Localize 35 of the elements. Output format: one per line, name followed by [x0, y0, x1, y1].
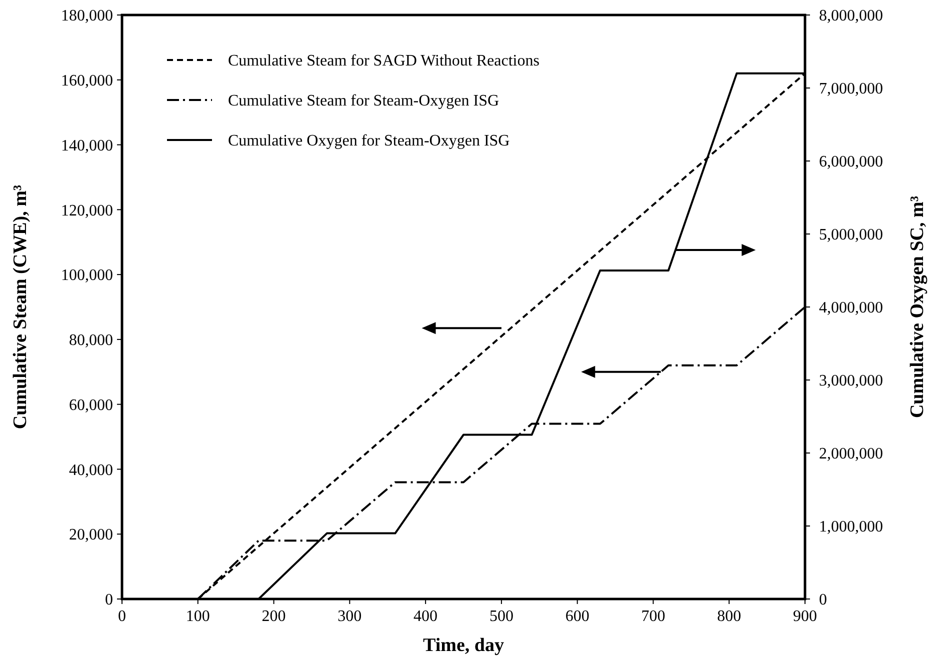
y2-tick-label: 3,000,000	[819, 372, 883, 390]
x-tick-label: 800	[717, 608, 742, 625]
y-tick-label: 20,000	[69, 526, 113, 544]
x-tick-label: 200	[262, 608, 286, 625]
legend-label: Cumulative Steam for Steam-Oxygen ISG	[228, 92, 500, 110]
y2-tick-label: 8,000,000	[819, 8, 883, 25]
y-tick-label: 60,000	[69, 396, 113, 414]
x-tick-label: 0	[118, 608, 126, 625]
y2-tick-label: 2,000,000	[819, 446, 883, 463]
y-tick-label: 120,000	[61, 202, 113, 220]
y2-tick-label: 4,000,000	[819, 300, 883, 317]
legend-label: Cumulative Steam for SAGD Without Reactions	[228, 52, 540, 70]
y-tick-label: 0	[105, 592, 113, 609]
legend-label: Cumulative Oxygen for Steam-Oxygen ISG	[228, 132, 510, 150]
y-tick-label: 160,000	[61, 72, 113, 90]
y-tick-label: 140,000	[61, 137, 113, 154]
y-tick-label: 80,000	[69, 332, 113, 350]
x-tick-label: 300	[338, 608, 362, 625]
y-axis-title: Cumulative Steam (CWE), m³	[10, 184, 31, 430]
y2-tick-label: 5,000,000	[819, 226, 883, 244]
y2-tick-label: 6,000,000	[819, 154, 883, 171]
y2-tick-label: 7,000,000	[819, 80, 883, 98]
y-tick-label: 180,000	[61, 8, 113, 25]
y2-axis-title: Cumulative Oxygen SC, m³	[907, 196, 928, 418]
y-tick-label: 100,000	[61, 267, 113, 284]
x-tick-label: 500	[489, 608, 514, 625]
x-axis-title: Time, day	[423, 635, 504, 656]
x-tick-label: 400	[414, 608, 438, 625]
y2-tick-label: 1,000,000	[819, 518, 883, 536]
x-tick-label: 600	[565, 608, 590, 625]
y-tick-label: 40,000	[69, 462, 113, 479]
x-tick-label: 100	[186, 608, 210, 625]
x-tick-label: 700	[641, 608, 666, 625]
y2-tick-label: 0	[819, 592, 827, 609]
x-tick-label: 900	[793, 608, 817, 625]
